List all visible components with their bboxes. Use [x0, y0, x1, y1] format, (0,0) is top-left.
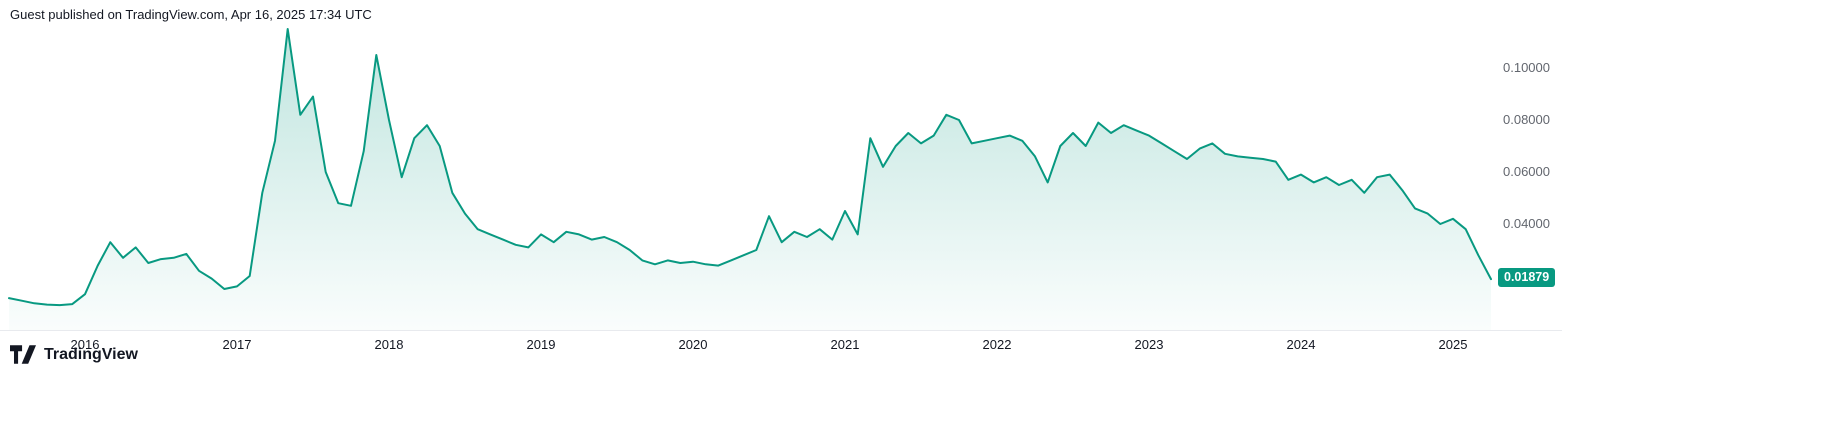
tradingview-brand-text: TradingView [44, 345, 138, 363]
price-tick-label: 0.06000 [1503, 164, 1550, 179]
current-price-badge: 0.01879 [1498, 268, 1556, 288]
x-axis-label: 2025 [1438, 337, 1468, 352]
x-axis-label: 2018 [374, 337, 404, 352]
x-axis-label: 2021 [830, 337, 860, 352]
area-fill [9, 29, 1491, 330]
tradingview-brand-link[interactable]: TradingView [10, 345, 138, 364]
price-tick-label: 0.10000 [1503, 60, 1550, 75]
x-axis-label: 2020 [678, 337, 708, 352]
x-axis-label: 2017 [222, 337, 252, 352]
x-axis-label: 2023 [1134, 337, 1164, 352]
tradingview-logo-icon [10, 345, 36, 364]
price-line [8, 28, 1492, 307]
attribution-text: Guest published on TradingView.com, Apr … [10, 7, 372, 22]
x-axis-label: 2022 [982, 337, 1012, 352]
price-tick-label: 0.04000 [1503, 216, 1550, 231]
price-tick-label: 0.08000 [1503, 112, 1550, 127]
x-axis-label: 2019 [526, 337, 556, 352]
x-axis-label: 2016 [70, 337, 100, 352]
x-axis-label: 2024 [1286, 337, 1316, 352]
